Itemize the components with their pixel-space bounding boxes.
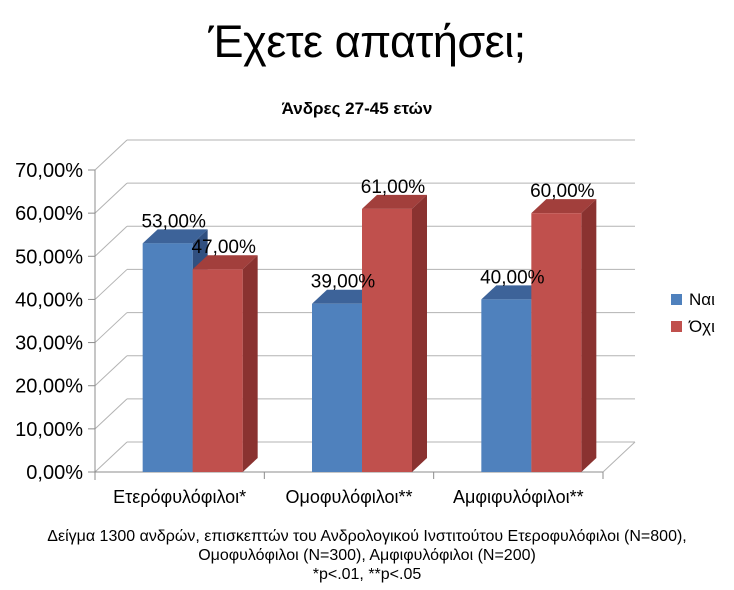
bar-yes-1-top-face [312, 289, 377, 304]
side-wall-gridline [94, 312, 128, 343]
y-axis-label: 60,00% [15, 203, 83, 225]
bar-no-2-front-face [531, 213, 582, 472]
bar-no-2-side-face [581, 199, 597, 472]
bar-yes-1-front-face [312, 303, 362, 472]
side-wall-gridline [94, 182, 128, 214]
bar-value-label: 40,00% [480, 267, 545, 288]
chart-title: Έχετε απατήσει; [208, 16, 526, 67]
legend-label-no: Όχι [689, 316, 715, 336]
side-wall-gridline [94, 355, 128, 387]
bar-yes-0-top-face [142, 229, 208, 244]
y-axis-label: 40,00% [15, 289, 83, 311]
chart-subtitle: Άνδρες 27-45 ετών [281, 99, 433, 118]
y-axis-label: 30,00% [15, 333, 83, 355]
bar-value-label: 61,00% [361, 177, 426, 198]
bar-no-0-front-face [192, 269, 243, 472]
x-axis-category-label: Αμφιφυλόφιλοι** [453, 487, 584, 507]
y-axis-label: 70,00% [15, 160, 83, 182]
side-wall-gridline [94, 225, 128, 257]
legend-swatch-no [671, 321, 682, 332]
bar-no-0-side-face [242, 255, 258, 472]
footnote: Δείγμα 1300 ανδρών, επισκεπτών του Ανδρο… [0, 527, 734, 584]
legend-swatch-yes [671, 294, 682, 305]
side-wall-gridline [94, 398, 128, 430]
bar-no-0-top-face [192, 255, 258, 270]
bar-value-label: 47,00% [191, 237, 256, 258]
y-axis-label: 20,00% [15, 376, 83, 398]
bar-no-1-front-face [362, 208, 412, 473]
y-axis-label: 50,00% [15, 246, 83, 268]
bar-value-label: 60,00% [530, 181, 595, 202]
side-wall-gridline [94, 139, 128, 171]
legend-item-no: Όχι [671, 316, 715, 336]
y-axis-label: 0,00% [26, 462, 83, 484]
bar-value-label: 53,00% [141, 211, 206, 232]
bar-value-label: 39,00% [311, 272, 376, 293]
footnote-line-3: *p<.01, **p<.05 [312, 566, 422, 583]
legend-item-yes: Ναι [671, 289, 715, 309]
legend-label-yes: Ναι [689, 289, 715, 309]
x-axis-category-label: Ομοφυλόφιλοι** [285, 487, 412, 507]
y-axis-label: 10,00% [15, 419, 83, 441]
floor-right-edge [602, 441, 636, 473]
footnote-line-1: Δείγμα 1300 ανδρών, επισκεπτών του Ανδρο… [47, 528, 687, 545]
x-axis-category-label: Ετερόφυλόφιλοι* [113, 487, 246, 507]
legend: Ναι Όχι [671, 289, 715, 345]
bar-yes-2-top-face [481, 285, 547, 300]
bar-yes-2-front-face [481, 299, 532, 472]
footnote-line-2: Ομοφυλόφιλοι (N=300), Αμφιφυλόφιλοι (N=2… [198, 547, 536, 564]
bar-yes-0-front-face [142, 243, 193, 472]
bar-no-1-top-face [362, 194, 427, 209]
side-wall-gridline [94, 269, 128, 300]
bar-no-1-side-face [412, 194, 427, 473]
side-wall-gridline [94, 441, 128, 473]
bar-no-2-top-face [531, 199, 597, 214]
